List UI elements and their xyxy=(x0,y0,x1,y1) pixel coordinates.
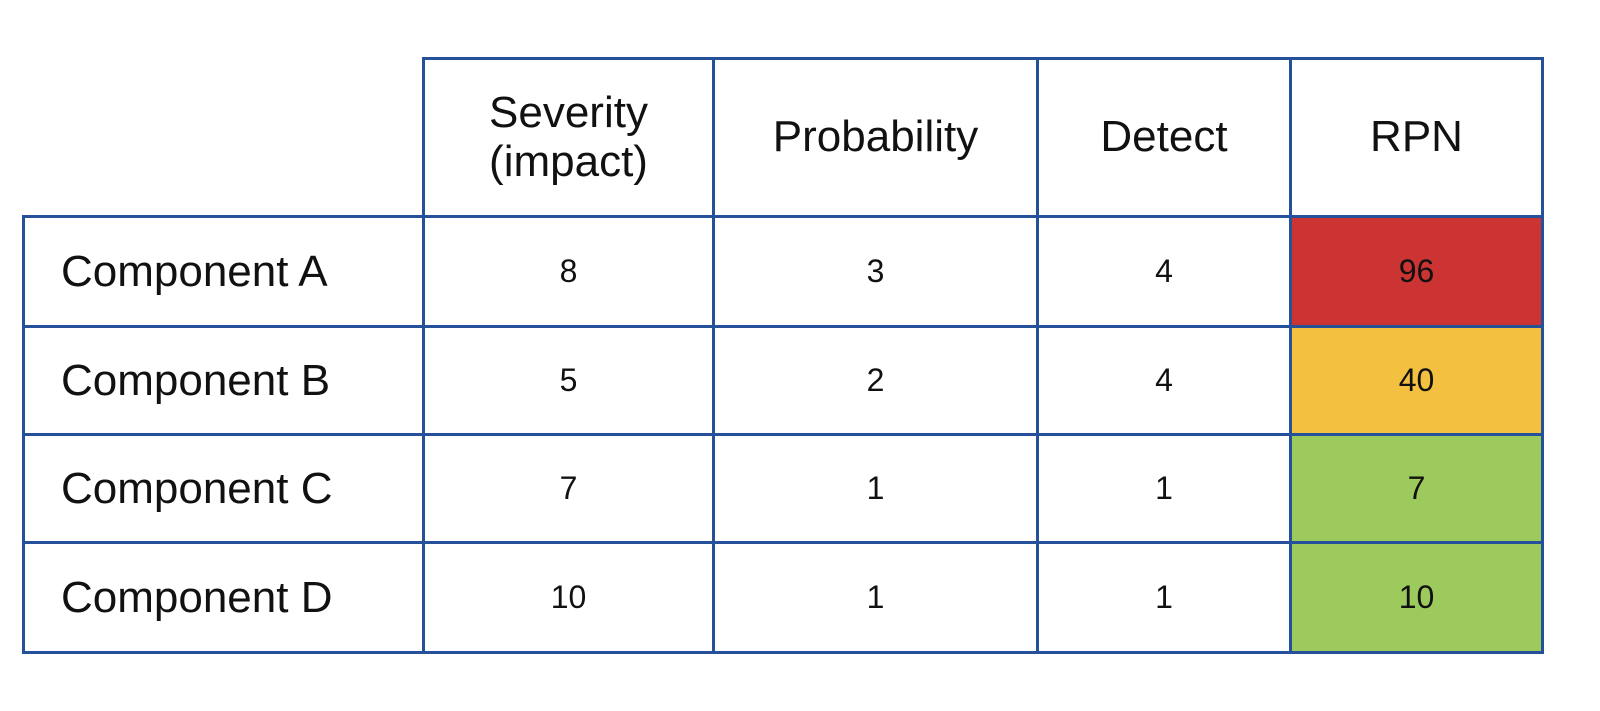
row-label: Component D xyxy=(22,541,425,654)
column-header: Detect xyxy=(1036,57,1292,218)
column-header: Probability xyxy=(712,57,1039,218)
value-cell: 1 xyxy=(1036,541,1292,654)
value-cell: 1 xyxy=(1036,433,1292,544)
value-cell: 3 xyxy=(712,215,1039,328)
value-cell: 1 xyxy=(712,433,1039,544)
row-label: Component B xyxy=(22,325,425,436)
value-cell: 4 xyxy=(1036,325,1292,436)
value-cell: 8 xyxy=(422,215,715,328)
rpn-cell: 96 xyxy=(1289,215,1544,328)
rpn-cell: 7 xyxy=(1289,433,1544,544)
value-cell: 2 xyxy=(712,325,1039,436)
column-header: RPN xyxy=(1289,57,1544,218)
rpn-cell: 10 xyxy=(1289,541,1544,654)
value-cell: 10 xyxy=(422,541,715,654)
value-cell: 1 xyxy=(712,541,1039,654)
value-cell: 4 xyxy=(1036,215,1292,328)
row-label: Component C xyxy=(22,433,425,544)
value-cell: 5 xyxy=(422,325,715,436)
value-cell: 7 xyxy=(422,433,715,544)
row-label: Component A xyxy=(22,215,425,328)
column-header: Severity (impact) xyxy=(422,57,715,218)
rpn-cell: 40 xyxy=(1289,325,1544,436)
